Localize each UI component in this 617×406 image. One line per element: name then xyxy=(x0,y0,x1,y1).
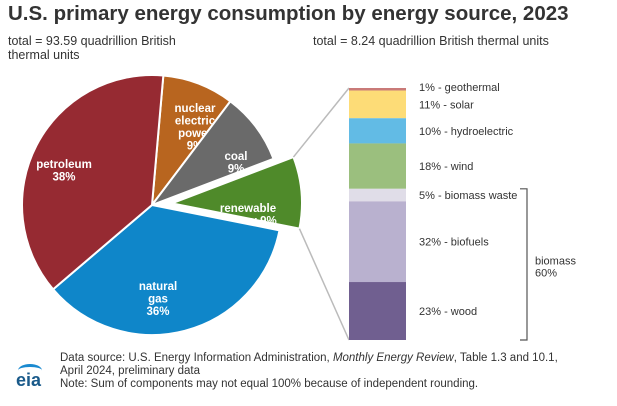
footer: Data source: U.S. Energy Information Adm… xyxy=(60,352,558,391)
bar-segment-wood xyxy=(349,282,406,340)
pie-label: natural gas 36% xyxy=(139,281,177,318)
pie-slice-petroleum xyxy=(21,74,165,291)
bar-segment-wind xyxy=(349,143,406,189)
pie-slice-renewable-energy xyxy=(168,155,303,230)
pie-slice-coal xyxy=(149,99,275,208)
biomass-bracket xyxy=(520,188,528,341)
bar-segment-biofuels xyxy=(349,201,406,283)
bar-segment-label: 18% - wind xyxy=(419,161,473,173)
bar-segment-solar xyxy=(349,90,406,119)
bar-segment-label: 23% - wood xyxy=(419,306,477,318)
source-text-end: , Table 1.3 and 10.1, xyxy=(453,352,558,364)
bar-segment-label: 5% - biomass waste xyxy=(419,190,517,202)
bar-segment-label: 10% - hydroelectric xyxy=(419,126,514,138)
pie-label: petroleum 38% xyxy=(36,159,92,184)
bar-segment-geothermal xyxy=(349,88,406,91)
note: Note: Sum of components may not equal 10… xyxy=(60,378,479,390)
source-date: April 2024, preliminary data xyxy=(60,365,200,377)
bar-segment-label: 32% - biofuels xyxy=(419,237,489,249)
bar-segment-hydroelectric xyxy=(349,118,406,144)
source-text: Data source: U.S. Energy Information Adm… xyxy=(60,352,333,364)
eia-logo: eia xyxy=(16,364,42,391)
pie-subtitle: total = 93.59 quadrillion British therma… xyxy=(8,34,176,62)
source-title: Monthly Energy Review xyxy=(332,352,454,364)
bar-subtitle: total = 8.24 quadrillion British thermal… xyxy=(313,34,549,48)
biomass-label: biomass 60% xyxy=(535,255,576,279)
pie-label: coal 9% xyxy=(224,151,247,176)
chart-title: U.S. primary energy consumption by energ… xyxy=(8,2,569,25)
connector-line xyxy=(298,228,350,341)
connector-line xyxy=(292,87,350,158)
bar-segment-label: 11% - solar xyxy=(419,99,474,111)
bar-segment-biomass-waste xyxy=(349,188,406,202)
bar-segment-label: 1% - geothermal xyxy=(419,82,500,94)
pie-slice-natural-gas xyxy=(51,203,281,336)
